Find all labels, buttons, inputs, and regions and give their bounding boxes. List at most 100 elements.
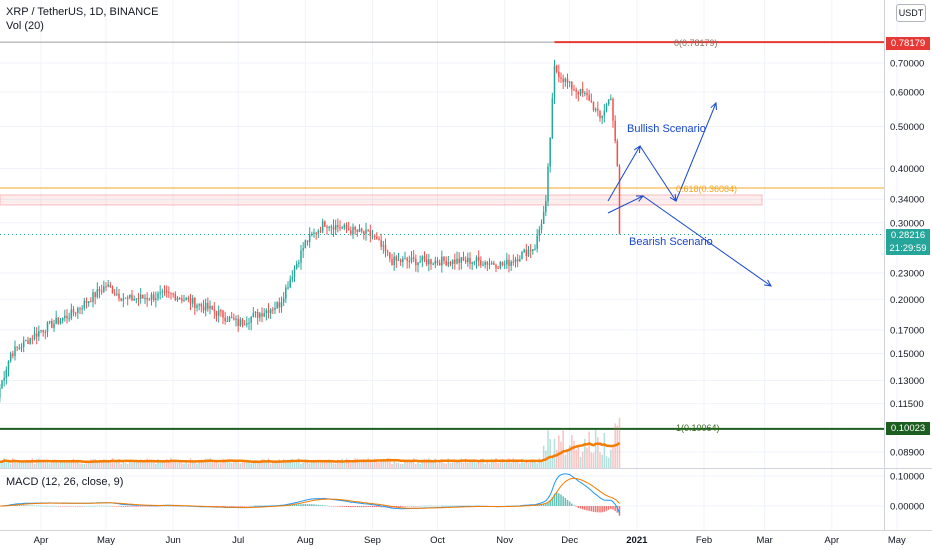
macd-histogram-bar	[159, 506, 161, 507]
candle-body	[397, 259, 400, 261]
candle-body	[16, 346, 18, 348]
volume-bar	[495, 458, 497, 468]
macd-histogram-bar	[72, 506, 75, 507]
volume-bar	[148, 459, 151, 468]
candle-body	[408, 260, 411, 262]
macd-histogram-bar	[74, 506, 77, 507]
candle-body	[278, 302, 281, 308]
candle-body	[415, 258, 417, 266]
candle-body	[83, 300, 86, 309]
volume-bar	[415, 463, 417, 468]
candle-body	[165, 291, 168, 293]
volume-bar	[98, 459, 101, 468]
candle-body	[614, 120, 616, 142]
volume-bar	[616, 425, 619, 468]
macd-histogram-bar	[597, 506, 599, 513]
macd-histogram-bar	[330, 506, 333, 507]
macd-histogram-bar	[460, 505, 463, 507]
volume-bar	[317, 459, 320, 468]
macd-histogram-bar	[59, 506, 62, 507]
macd-histogram-bar	[135, 506, 138, 507]
candle-body	[542, 211, 545, 224]
candle-body	[438, 262, 441, 266]
volume-bar	[425, 459, 428, 468]
candle-body	[116, 293, 118, 295]
macd-histogram-bar	[378, 506, 380, 508]
candle-body	[525, 249, 528, 256]
macd-histogram-bar	[61, 506, 64, 507]
volume-bar	[367, 458, 369, 468]
candle-body	[523, 249, 525, 253]
volume-bar	[9, 463, 12, 468]
volume-bar	[590, 452, 593, 468]
candle-body	[163, 291, 166, 293]
volume-bar	[408, 460, 411, 468]
volume-bar	[547, 430, 549, 468]
macd-histogram-bar	[588, 506, 590, 511]
candle-body	[178, 298, 181, 300]
candle-body	[324, 221, 326, 227]
price-tick-label: 0.20000	[890, 295, 924, 306]
volume-bar	[207, 458, 209, 468]
volume-bar	[458, 461, 460, 468]
macd-histogram-bar	[77, 506, 79, 507]
macd-histogram-bar	[354, 506, 356, 508]
macd-histogram-bar	[443, 505, 445, 507]
volume-bar	[412, 458, 415, 468]
fib-top-price-tag: 0.78179	[886, 37, 930, 50]
macd-histogram-bar	[562, 496, 564, 506]
volume-bar	[404, 459, 406, 468]
candle-body	[423, 256, 426, 260]
volume-bar	[157, 459, 159, 468]
volume-bar	[313, 462, 315, 468]
candle-body	[443, 256, 445, 261]
drawings[interactable]	[607, 101, 772, 287]
macd-histogram-bar	[577, 506, 580, 509]
candle-body	[441, 256, 443, 266]
candle-body	[603, 111, 606, 116]
bullish-scenario-label[interactable]: Bullish Scenario	[627, 123, 706, 135]
candle-body	[25, 340, 27, 342]
macd-histogram-bar	[363, 506, 365, 508]
candle-body	[42, 330, 44, 332]
volume-bar	[7, 461, 10, 468]
candle-body	[575, 90, 577, 92]
symbol-legend[interactable]: XRP / TetherUS, 1D, BINANCE	[6, 6, 159, 18]
macd-histogram-bar	[55, 505, 57, 507]
volume-bar	[265, 460, 268, 468]
volume-bar	[280, 463, 283, 468]
volume-bar	[523, 462, 525, 468]
candle-body	[464, 260, 467, 262]
volume-bar	[139, 459, 142, 468]
macd-histogram-bar	[568, 501, 571, 506]
volume-bar	[436, 463, 439, 468]
currency-button[interactable]: USDT	[896, 4, 926, 22]
candle-body	[501, 261, 504, 265]
candle-body	[265, 310, 268, 314]
fib-mid-label: 0.618(0.36084)	[676, 184, 738, 194]
candle-body	[319, 230, 322, 232]
candle-body	[7, 360, 10, 370]
macd-histogram-bar	[155, 506, 157, 507]
bearish-scenario-label[interactable]: Bearish Scenario	[629, 236, 713, 248]
candle-body	[553, 65, 556, 99]
volume-bar	[393, 460, 395, 468]
macd-histogram-bar	[350, 506, 352, 508]
candle-body	[191, 298, 194, 304]
volume-bar	[285, 462, 287, 468]
volume-bar	[22, 461, 25, 468]
candle-body	[170, 292, 172, 294]
macd-histogram-bar	[447, 505, 450, 507]
candle-body	[449, 262, 452, 264]
candle-body	[328, 227, 330, 229]
macd-legend[interactable]: MACD (12, 26, close, 9)	[6, 476, 124, 488]
candle-body	[421, 256, 424, 262]
macd-histogram-bar	[373, 506, 376, 508]
volume-legend[interactable]: Vol (20)	[6, 20, 44, 32]
macd-histogram-bar	[161, 505, 164, 507]
fib-retracement[interactable]	[0, 41, 884, 430]
candle-body	[272, 309, 274, 311]
volume-bar	[451, 462, 454, 468]
candle-body	[406, 258, 408, 261]
